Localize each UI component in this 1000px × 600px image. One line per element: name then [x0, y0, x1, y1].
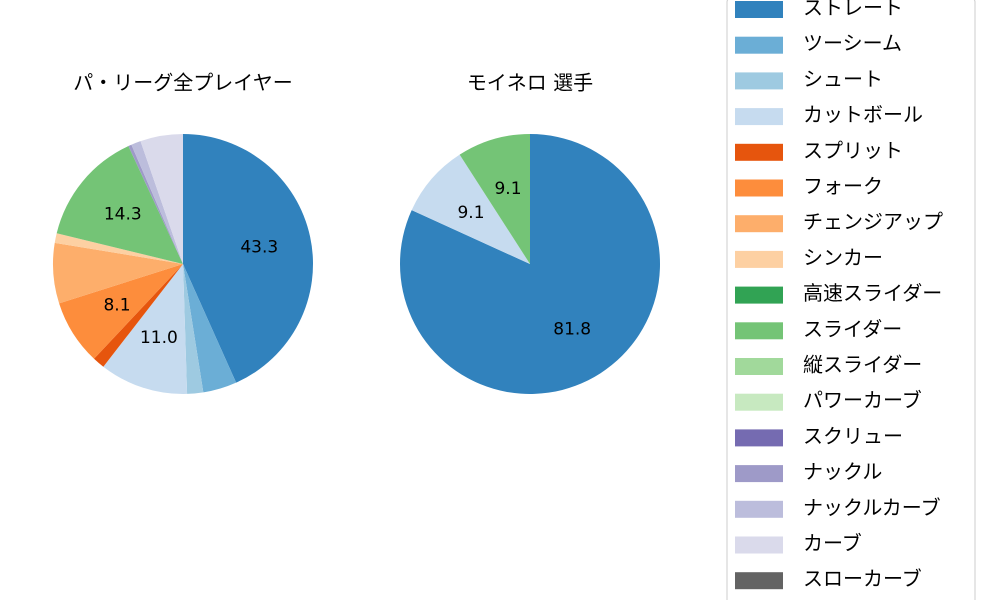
legend-label: スライダー — [803, 317, 902, 341]
legend-label: ツーシーム — [803, 31, 902, 55]
legend-swatch — [735, 72, 783, 90]
pie-slice — [399, 134, 660, 395]
pie-slice — [131, 141, 183, 264]
legend-swatch — [735, 429, 783, 447]
pie-slice — [52, 242, 184, 304]
legend-label: シンカー — [803, 245, 883, 269]
chart-title: モイネロ 選手 — [467, 71, 593, 95]
pie-slice — [128, 144, 183, 264]
pie-slice — [183, 264, 204, 394]
pie-slice — [183, 264, 237, 393]
legend-swatch — [735, 36, 783, 54]
legend-swatch — [735, 572, 783, 590]
legend-label: チェンジアップ — [803, 210, 943, 234]
pie-slice — [411, 154, 530, 264]
legend-swatch — [735, 108, 783, 126]
legend-swatch — [735, 179, 783, 197]
legend-swatch — [735, 536, 783, 554]
chart-title: パ・リーグ全プレイヤー — [73, 71, 292, 95]
data-label: 81.8 — [553, 320, 591, 340]
data-label: 8.1 — [103, 296, 130, 316]
legend-label: シュート — [803, 67, 883, 91]
legend-label: スプリット — [803, 138, 903, 162]
legend-box — [726, 0, 976, 600]
legend-label: ナックルカーブ — [803, 495, 941, 519]
legend-swatch — [735, 286, 783, 304]
pie-slice — [411, 210, 530, 264]
legend-label: スクリュー — [803, 424, 903, 448]
legend-swatch — [735, 143, 783, 161]
legend-label: カットボール — [803, 103, 923, 127]
data-label: 9.1 — [457, 203, 484, 223]
legend-label: カーブ — [803, 531, 862, 555]
legend-label: ストレート — [803, 0, 903, 20]
data-label: 11.0 — [140, 328, 178, 348]
legend-label: ナックル — [803, 460, 882, 484]
legend-swatch — [735, 322, 783, 340]
legend-swatch — [735, 215, 783, 233]
pie-slice — [56, 146, 183, 264]
legend-swatch — [735, 500, 783, 518]
pie-slice — [94, 264, 183, 367]
legend-label: スローカーブ — [803, 567, 922, 591]
legend-label: 高速スライダー — [803, 281, 942, 305]
data-label: 9.1 — [494, 179, 521, 199]
pie-slice — [103, 264, 188, 394]
legend-swatch — [735, 250, 783, 268]
pie-slice — [459, 134, 530, 264]
legend-swatch — [735, 393, 783, 411]
legend-label: 縦スライダー — [803, 353, 922, 377]
pie-slice — [140, 134, 183, 264]
data-label: 14.3 — [104, 204, 142, 224]
legend-swatch — [735, 1, 783, 18]
legend-swatch — [735, 465, 783, 483]
legend-label: フォーク — [803, 174, 883, 198]
pie-slice — [54, 233, 183, 264]
data-label: 43.3 — [240, 238, 278, 258]
pie-slice — [59, 264, 183, 359]
legend-swatch — [735, 358, 783, 375]
legend-label: パワーカーブ — [803, 388, 922, 412]
pie-slice — [183, 134, 313, 383]
